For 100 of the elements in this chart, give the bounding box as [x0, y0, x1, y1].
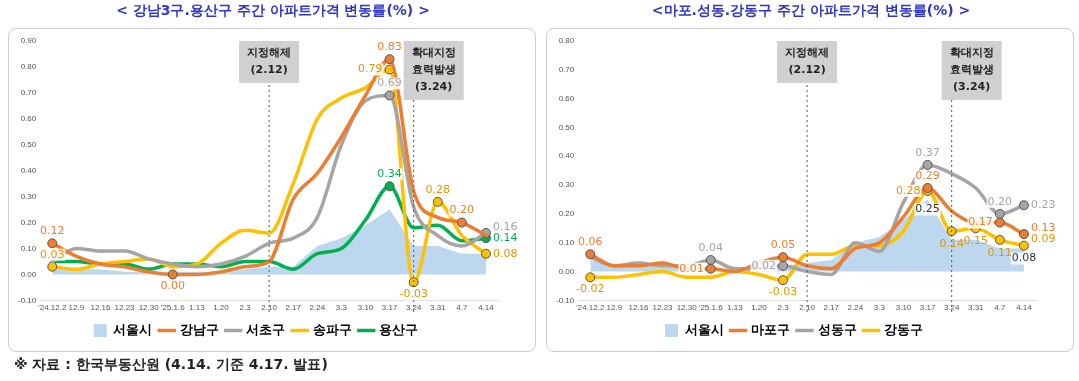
data-label: 0.09: [1030, 232, 1056, 246]
y-tick-label: 0.50: [20, 139, 37, 149]
legend-label: 마포구: [751, 322, 790, 338]
legend-label: 강동구: [884, 322, 923, 338]
y-tick-label: 0.90: [20, 36, 37, 46]
data-label: 0.79: [358, 62, 383, 76]
data-label: 0.25: [915, 202, 940, 216]
data-label: 0.83: [377, 40, 402, 54]
ref-line-label: 지정해제 (2.12): [246, 45, 292, 76]
data-label: -0.03: [399, 287, 428, 301]
legend-label: 성동구: [817, 322, 857, 338]
data-label: 0.37: [915, 145, 940, 159]
x-tick-label: 2.17: [285, 303, 302, 313]
data-label: 0.28: [425, 182, 451, 196]
y-tick-label: 0.40: [20, 165, 37, 175]
chart-title: < 강남3구.용산구 주간 아파트가격 변동률(%) >: [115, 2, 431, 20]
y-tick-label: 0.00: [20, 269, 37, 279]
x-tick-label: 2.3: [239, 303, 252, 313]
x-tick-label: 1.20: [751, 303, 768, 313]
x-tick-label: 12.23: [652, 303, 674, 313]
data-label: 0.01: [679, 261, 704, 275]
x-tick-label: '24.12.2: [38, 303, 67, 313]
legend-label: 용산구: [379, 322, 419, 338]
y-tick-label: 0.20: [558, 209, 575, 219]
x-tick-label: 3.24: [943, 303, 961, 313]
x-tick-label: 2.3: [777, 303, 790, 313]
x-tick-label: '25.1.6: [698, 303, 724, 313]
x-tick-label: 12.9: [606, 303, 623, 313]
x-tick-label: 4.14: [478, 303, 495, 313]
ref-line-label: 지정해제 (2.12): [784, 45, 830, 76]
y-tick-label: 0.80: [558, 36, 575, 46]
data-label: 0.00: [160, 279, 185, 293]
data-label: 0.17: [968, 215, 993, 229]
data-label: -0.03: [768, 285, 798, 299]
data-label: 0.11: [987, 245, 1013, 259]
x-tick-label: 12.23: [114, 303, 136, 313]
x-tick-label: 2.24: [847, 303, 864, 313]
data-label: 0.23: [1030, 198, 1056, 212]
data-label: 0.29: [915, 168, 940, 182]
x-tick-label: 2.10: [261, 303, 278, 313]
x-tick-label: 3.10: [895, 303, 912, 313]
x-tick-label: 12.30: [676, 303, 698, 313]
y-tick-label: 0.70: [20, 88, 37, 98]
x-tick-label: 3.31: [967, 303, 985, 313]
legend-label: 서울시: [684, 322, 724, 338]
x-tick-label: 3.17: [919, 303, 936, 313]
data-label: 0.20: [449, 203, 475, 217]
y-tick-label: 0.70: [558, 65, 575, 75]
legend-label: 서울시: [113, 322, 153, 338]
y-tick-label: 0.10: [558, 237, 575, 247]
y-tick-label: -0.10: [556, 295, 575, 305]
x-tick-label: '24.12.2: [576, 303, 605, 313]
legend-label: 강남구: [179, 322, 219, 338]
data-label: 0.14: [492, 231, 518, 244]
x-tick-label: 4.7: [456, 303, 468, 313]
ref-line-label: 확대지정 효력발생 (3.24): [411, 45, 456, 93]
x-tick-label: 2.17: [823, 303, 840, 313]
x-tick-label: 2.10: [799, 303, 816, 313]
y-tick-label: -0.10: [18, 295, 37, 305]
y-tick-label: 0.20: [20, 217, 37, 227]
legend-label: 송파구: [312, 322, 352, 338]
x-tick-label: 12.16: [90, 303, 112, 313]
x-tick-label: 12.30: [138, 303, 160, 313]
x-tick-label: 4.7: [994, 303, 1006, 313]
data-label: 0.08: [492, 246, 518, 260]
data-label: 0.05: [770, 238, 796, 252]
x-tick-label: 3.10: [357, 303, 374, 313]
data-label: 0.06: [578, 235, 603, 249]
data-label: 0.03: [40, 247, 65, 261]
x-tick-label: 4.14: [1016, 303, 1033, 313]
data-label: 0.04: [698, 240, 723, 254]
x-tick-label: 3.24: [405, 303, 423, 313]
y-tick-label: 0.10: [20, 243, 37, 253]
y-tick-label: 0.40: [558, 151, 575, 161]
data-label: 0.02: [751, 258, 777, 272]
legend-label: 서초구: [246, 322, 286, 338]
data-label: -0.02: [576, 282, 605, 296]
x-tick-label: 12.9: [68, 303, 85, 313]
data-label: 0.15: [963, 234, 989, 248]
y-tick-label: 0.00: [558, 266, 575, 276]
x-tick-label: 1.13: [189, 303, 206, 313]
y-tick-label: 0.30: [558, 180, 575, 190]
data-label: 0.20: [987, 194, 1013, 208]
y-tick-label: 0.60: [20, 114, 37, 124]
data-label: 0.14: [939, 237, 964, 251]
data-label: 0.34: [377, 167, 402, 181]
data-label: 0.16: [492, 219, 518, 233]
data-label: 0.08: [1011, 251, 1037, 265]
data-label: 0.12: [40, 224, 65, 238]
x-tick-label: 2.24: [309, 303, 326, 313]
x-tick-label: 1.13: [727, 303, 744, 313]
text: ※ 자료 : 한국부동산원 (4.14. 기준 4.17. 발표): [14, 356, 328, 374]
x-tick-label: 3.3: [873, 303, 886, 313]
data-label: 0.28: [896, 183, 921, 197]
x-tick-label: 1.20: [213, 303, 230, 313]
y-tick-label: 0.50: [558, 122, 575, 132]
x-tick-label: 3.3: [335, 303, 348, 313]
ref-line-label: 확대지정 효력발생 (3.24): [949, 45, 994, 93]
x-tick-label: 3.31: [429, 303, 447, 313]
data-label: 0.69: [377, 76, 402, 90]
